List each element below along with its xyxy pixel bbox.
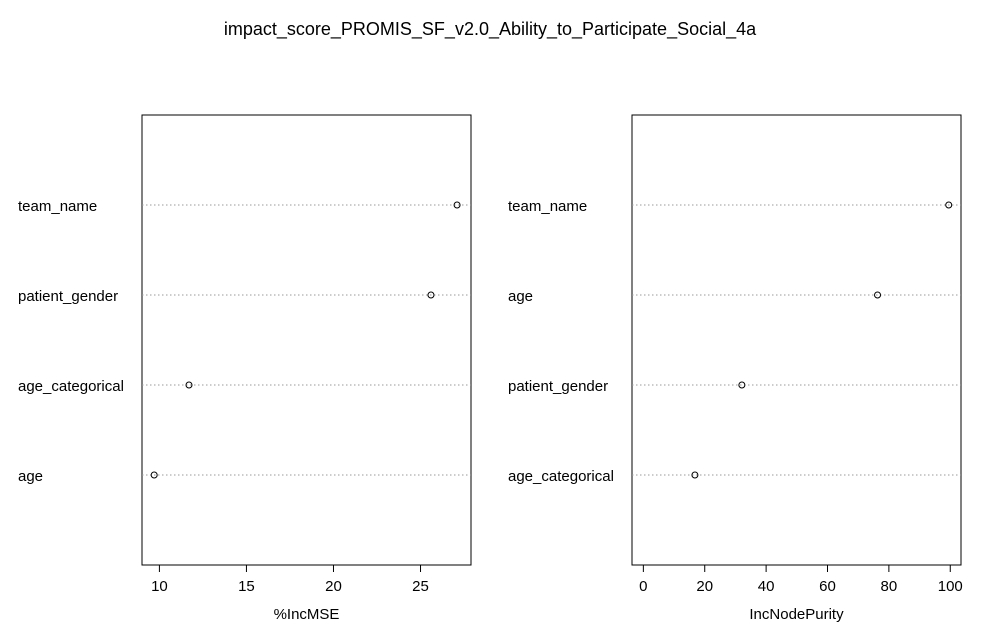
chart-title: impact_score_PROMIS_SF_v2.0_Ability_to_P… <box>224 19 757 40</box>
panel-1: team_name patient_gender age_categoricalag… <box>18 114 472 623</box>
category-label: age_categorical <box>18 378 124 395</box>
data-point <box>691 471 699 479</box>
data-point <box>453 201 461 209</box>
x-tick-label: 80 <box>881 578 898 595</box>
x-tick-label: 20 <box>696 578 713 595</box>
category-label: patient_gender <box>18 288 118 305</box>
x-tick-label: 15 <box>238 578 255 595</box>
x-tick-label: 10 <box>151 578 168 595</box>
data-point <box>738 381 746 389</box>
category-label: age <box>18 468 43 485</box>
x-tick-label: 0 <box>639 578 647 595</box>
category-label: patient_gender <box>508 378 608 395</box>
category-label: age_categorical <box>508 468 614 485</box>
category-label: team_name <box>508 198 587 215</box>
x-tick-label: 20 <box>325 578 342 595</box>
data-point <box>150 471 158 479</box>
x-tick-label: 25 <box>412 578 429 595</box>
category-label: team_name <box>18 198 97 215</box>
x-tick-label: 40 <box>758 578 775 595</box>
plot-frame <box>631 114 962 566</box>
data-point <box>874 291 882 299</box>
x-axis-label: IncNodePurity <box>749 606 844 623</box>
data-point <box>185 381 193 389</box>
x-tick-label: 100 <box>938 578 963 595</box>
category-label: age <box>508 288 533 305</box>
x-tick-label: 60 <box>819 578 836 595</box>
data-point <box>945 201 953 209</box>
plot-frame <box>141 114 472 566</box>
x-axis-label: %IncMSE <box>274 606 340 623</box>
data-point <box>427 291 435 299</box>
